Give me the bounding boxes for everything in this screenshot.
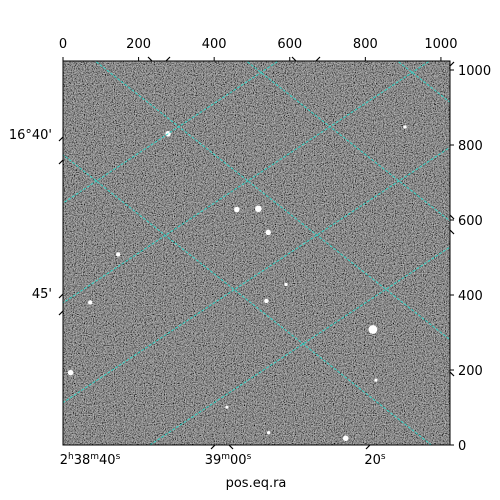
x-tick-label-5: 1000 bbox=[424, 37, 457, 52]
star-9 bbox=[374, 378, 378, 382]
x-tick-label-3: 600 bbox=[277, 37, 302, 52]
edge-tick-4 bbox=[58, 136, 64, 142]
star-6 bbox=[264, 298, 269, 304]
top-pixel-axis: 0 200 400 600 800 1000 bbox=[59, 37, 457, 61]
star-10 bbox=[225, 405, 229, 409]
edge-tick-6 bbox=[58, 293, 64, 299]
edge-tick-0 bbox=[147, 56, 153, 62]
star-8 bbox=[67, 369, 74, 376]
y-tick-label-5: 1000 bbox=[458, 64, 491, 79]
star-14 bbox=[403, 125, 407, 129]
edge-tick-8 bbox=[449, 61, 455, 67]
star-11 bbox=[342, 435, 349, 441]
edge-tick-1 bbox=[165, 56, 171, 62]
edge-tick-11 bbox=[449, 371, 455, 377]
y-tick-label-1: 200 bbox=[458, 364, 483, 379]
star-2 bbox=[255, 205, 262, 213]
y-tick-label-4: 800 bbox=[458, 139, 483, 154]
ra-tick-labels: 2h38m40s 39m00s 20s bbox=[60, 452, 386, 468]
star-7 bbox=[368, 325, 378, 334]
edge-tick-14 bbox=[365, 444, 371, 450]
coordinate-grid bbox=[63, 61, 450, 445]
ra-tick-label-1: 39m00s bbox=[205, 452, 252, 468]
dec-tick-label-1: 45' bbox=[32, 287, 52, 302]
star-12 bbox=[266, 430, 271, 435]
star-4 bbox=[115, 252, 121, 257]
y-tick-label-2: 400 bbox=[458, 289, 483, 304]
grid-line-dec-3 bbox=[149, 246, 450, 445]
x-tick-label-2: 400 bbox=[202, 37, 227, 52]
plot-frame bbox=[62, 60, 451, 446]
x-tick-label-0: 0 bbox=[59, 37, 67, 52]
grid-edge-ticks bbox=[58, 56, 455, 450]
stars-layer bbox=[67, 125, 407, 441]
x-tick-label-4: 800 bbox=[353, 37, 378, 52]
edge-tick-2 bbox=[291, 56, 297, 62]
ra-tick-label-2: 20s bbox=[364, 452, 386, 468]
star-5 bbox=[88, 300, 93, 305]
edge-tick-7 bbox=[58, 310, 64, 316]
edge-tick-3 bbox=[315, 56, 321, 62]
grid-line-dec-2 bbox=[63, 146, 450, 404]
ra-tick-label-0: 2h38m40s bbox=[60, 452, 121, 468]
grid-line-ra-0 bbox=[63, 154, 433, 445]
grid-line-dec-0 bbox=[63, 61, 280, 204]
star-1 bbox=[234, 206, 240, 213]
edge-tick-10 bbox=[449, 229, 455, 235]
dec-tick-label-0: 16°40' bbox=[9, 128, 52, 143]
x-tick-label-1: 200 bbox=[126, 37, 151, 52]
sky-noise-image bbox=[63, 61, 450, 445]
y-tick-label-0: 0 bbox=[458, 439, 466, 454]
y-tick-label-3: 600 bbox=[458, 214, 483, 229]
grid-line-dec-1 bbox=[63, 61, 431, 304]
edge-tick-13 bbox=[228, 444, 234, 450]
edge-tick-5 bbox=[58, 159, 64, 165]
image-plot-area bbox=[62, 60, 451, 446]
star-13 bbox=[284, 282, 288, 287]
edge-tick-12 bbox=[210, 444, 216, 450]
right-pixel-axis: 0 200 400 600 800 1000 bbox=[450, 64, 491, 454]
ra-axis-label: pos.eq.ra bbox=[226, 476, 287, 491]
star-3 bbox=[265, 229, 271, 236]
edge-tick-9 bbox=[449, 214, 455, 220]
